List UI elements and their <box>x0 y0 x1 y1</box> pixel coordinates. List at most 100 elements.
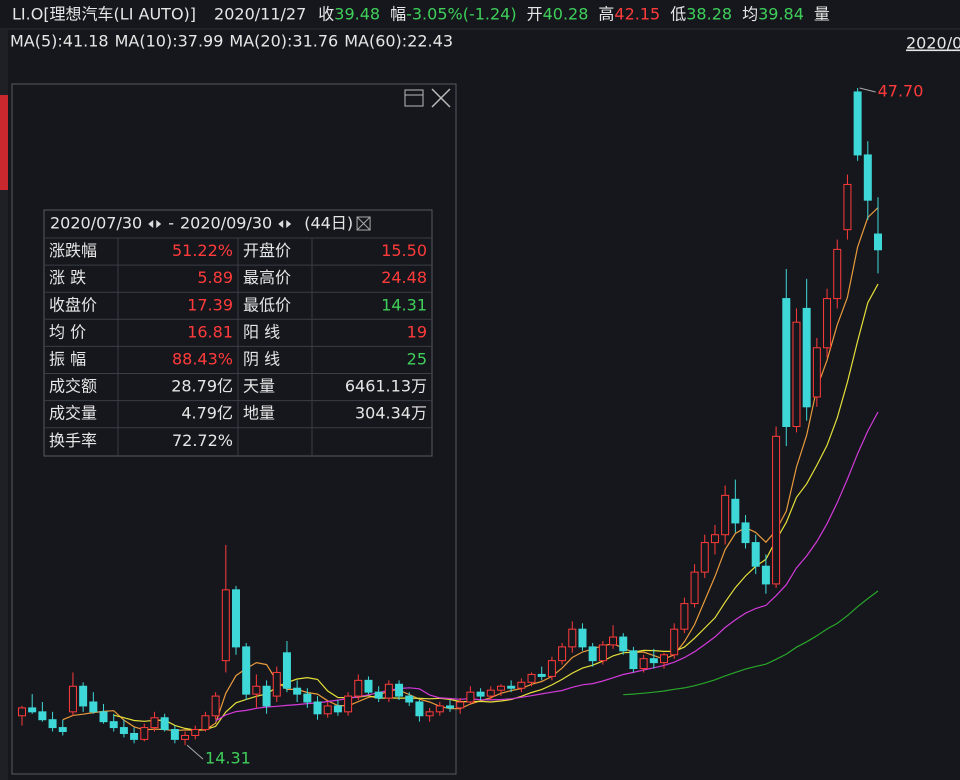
candle-body <box>333 705 342 713</box>
candle-body <box>741 522 750 544</box>
info-value: 72.72% <box>172 431 233 450</box>
ma-line <box>215 411 879 722</box>
candle-body <box>782 298 791 427</box>
candle-body <box>79 685 88 707</box>
plot: 47.70 14.31 <box>18 82 923 768</box>
candle-body <box>374 691 383 699</box>
candle-body <box>435 705 444 713</box>
info-label: 最低价 <box>243 295 291 314</box>
candle-body <box>456 701 465 709</box>
candle-body <box>568 628 577 648</box>
close-icon[interactable] <box>431 88 451 108</box>
candle-body <box>282 652 291 689</box>
info-label: 换手率 <box>49 431 97 450</box>
info-value: 6461.13万 <box>345 377 427 396</box>
candle-body <box>28 707 37 713</box>
candle-body <box>588 646 597 662</box>
info-label: 天量 <box>243 377 275 396</box>
candle-body <box>680 603 689 630</box>
stat-value: 38.28 <box>686 5 732 24</box>
ma-legend: MA(10):37.99 <box>115 32 224 51</box>
candle-body <box>721 494 730 536</box>
candle-body <box>547 660 556 677</box>
side-strip <box>0 30 8 780</box>
candle-body <box>476 691 485 697</box>
candle-body <box>405 695 414 703</box>
candle-body <box>109 721 118 729</box>
candle-body <box>130 732 139 740</box>
info-label: 成交量 <box>49 404 97 423</box>
candle-body <box>731 498 740 524</box>
candle-body <box>344 695 353 713</box>
info-label: 收盘价 <box>49 295 97 314</box>
candle-body <box>395 683 404 697</box>
candle-body <box>252 685 261 695</box>
stat-value: 40.28 <box>543 5 589 24</box>
range-box <box>11 83 457 775</box>
info-value: 16.81 <box>187 322 233 341</box>
candle-body <box>181 734 190 740</box>
info-value: 51.22% <box>172 241 233 260</box>
candle-body <box>160 717 169 731</box>
candle-body <box>598 644 607 662</box>
candle-body <box>262 685 271 707</box>
restore-icon[interactable] <box>404 89 424 107</box>
info-value: 4.79亿 <box>181 404 233 423</box>
candle-body <box>150 717 159 729</box>
range-arrows[interactable] <box>148 220 162 228</box>
panel-close[interactable] <box>356 216 371 231</box>
candle-body <box>58 727 67 733</box>
info-label: 成交额 <box>49 377 97 396</box>
ma-line <box>623 590 879 696</box>
range-separator: - <box>168 214 174 233</box>
candle-body <box>558 646 567 662</box>
candle-body <box>313 701 322 715</box>
annotation-leader <box>859 87 876 93</box>
header: LI.O[理想汽车(LI AUTO)] 2020/11/27 收 39.48 幅 -3.0… <box>10 5 960 53</box>
candle-body <box>609 636 618 646</box>
range-days: (44日) <box>304 214 353 233</box>
candle-body <box>293 687 302 695</box>
stat-value: 39.84 <box>758 5 804 24</box>
info-label: 开盘价 <box>243 241 291 260</box>
candle-body <box>833 248 842 300</box>
candle-body <box>232 589 240 648</box>
info-value: 5.89 <box>197 268 233 287</box>
candle-body <box>354 679 363 697</box>
candle-body <box>639 658 648 670</box>
candle-body <box>170 729 179 740</box>
panel-close-x <box>356 216 371 231</box>
candle-body <box>629 650 638 670</box>
side-tab-active[interactable] <box>0 95 8 190</box>
info-value: 304.34万 <box>355 404 427 423</box>
candle-body <box>761 565 770 585</box>
candle-body <box>384 683 393 699</box>
candle-body <box>812 347 821 398</box>
info-value: 88.43% <box>172 349 233 368</box>
corner-date: 2020/0 <box>906 34 960 53</box>
candle-body <box>578 628 587 648</box>
info-label: 最高价 <box>243 268 291 287</box>
info-label: 涨跌幅 <box>49 241 97 260</box>
candle-body <box>119 727 128 734</box>
candle-body <box>863 154 872 201</box>
candle-body <box>751 542 760 567</box>
info-label: 涨 跌 <box>49 268 86 287</box>
stat-label: 幅 <box>390 5 406 24</box>
candle-body <box>802 307 811 408</box>
stat-label: 收 <box>318 5 334 24</box>
candle-body <box>527 673 536 683</box>
stat-value: 42.15 <box>614 5 660 24</box>
candle-body <box>221 589 230 662</box>
symbol: LI.O[理想汽车(LI AUTO)] <box>12 5 196 24</box>
candle-body <box>700 542 709 573</box>
candle-body <box>466 691 475 703</box>
candle-body <box>303 693 312 703</box>
info-label: 振 幅 <box>49 349 86 368</box>
candle-body <box>446 705 454 709</box>
range-arrows[interactable] <box>278 220 292 228</box>
info-label: 地量 <box>243 404 275 423</box>
candle-body <box>507 685 516 689</box>
candle-body <box>823 298 832 349</box>
